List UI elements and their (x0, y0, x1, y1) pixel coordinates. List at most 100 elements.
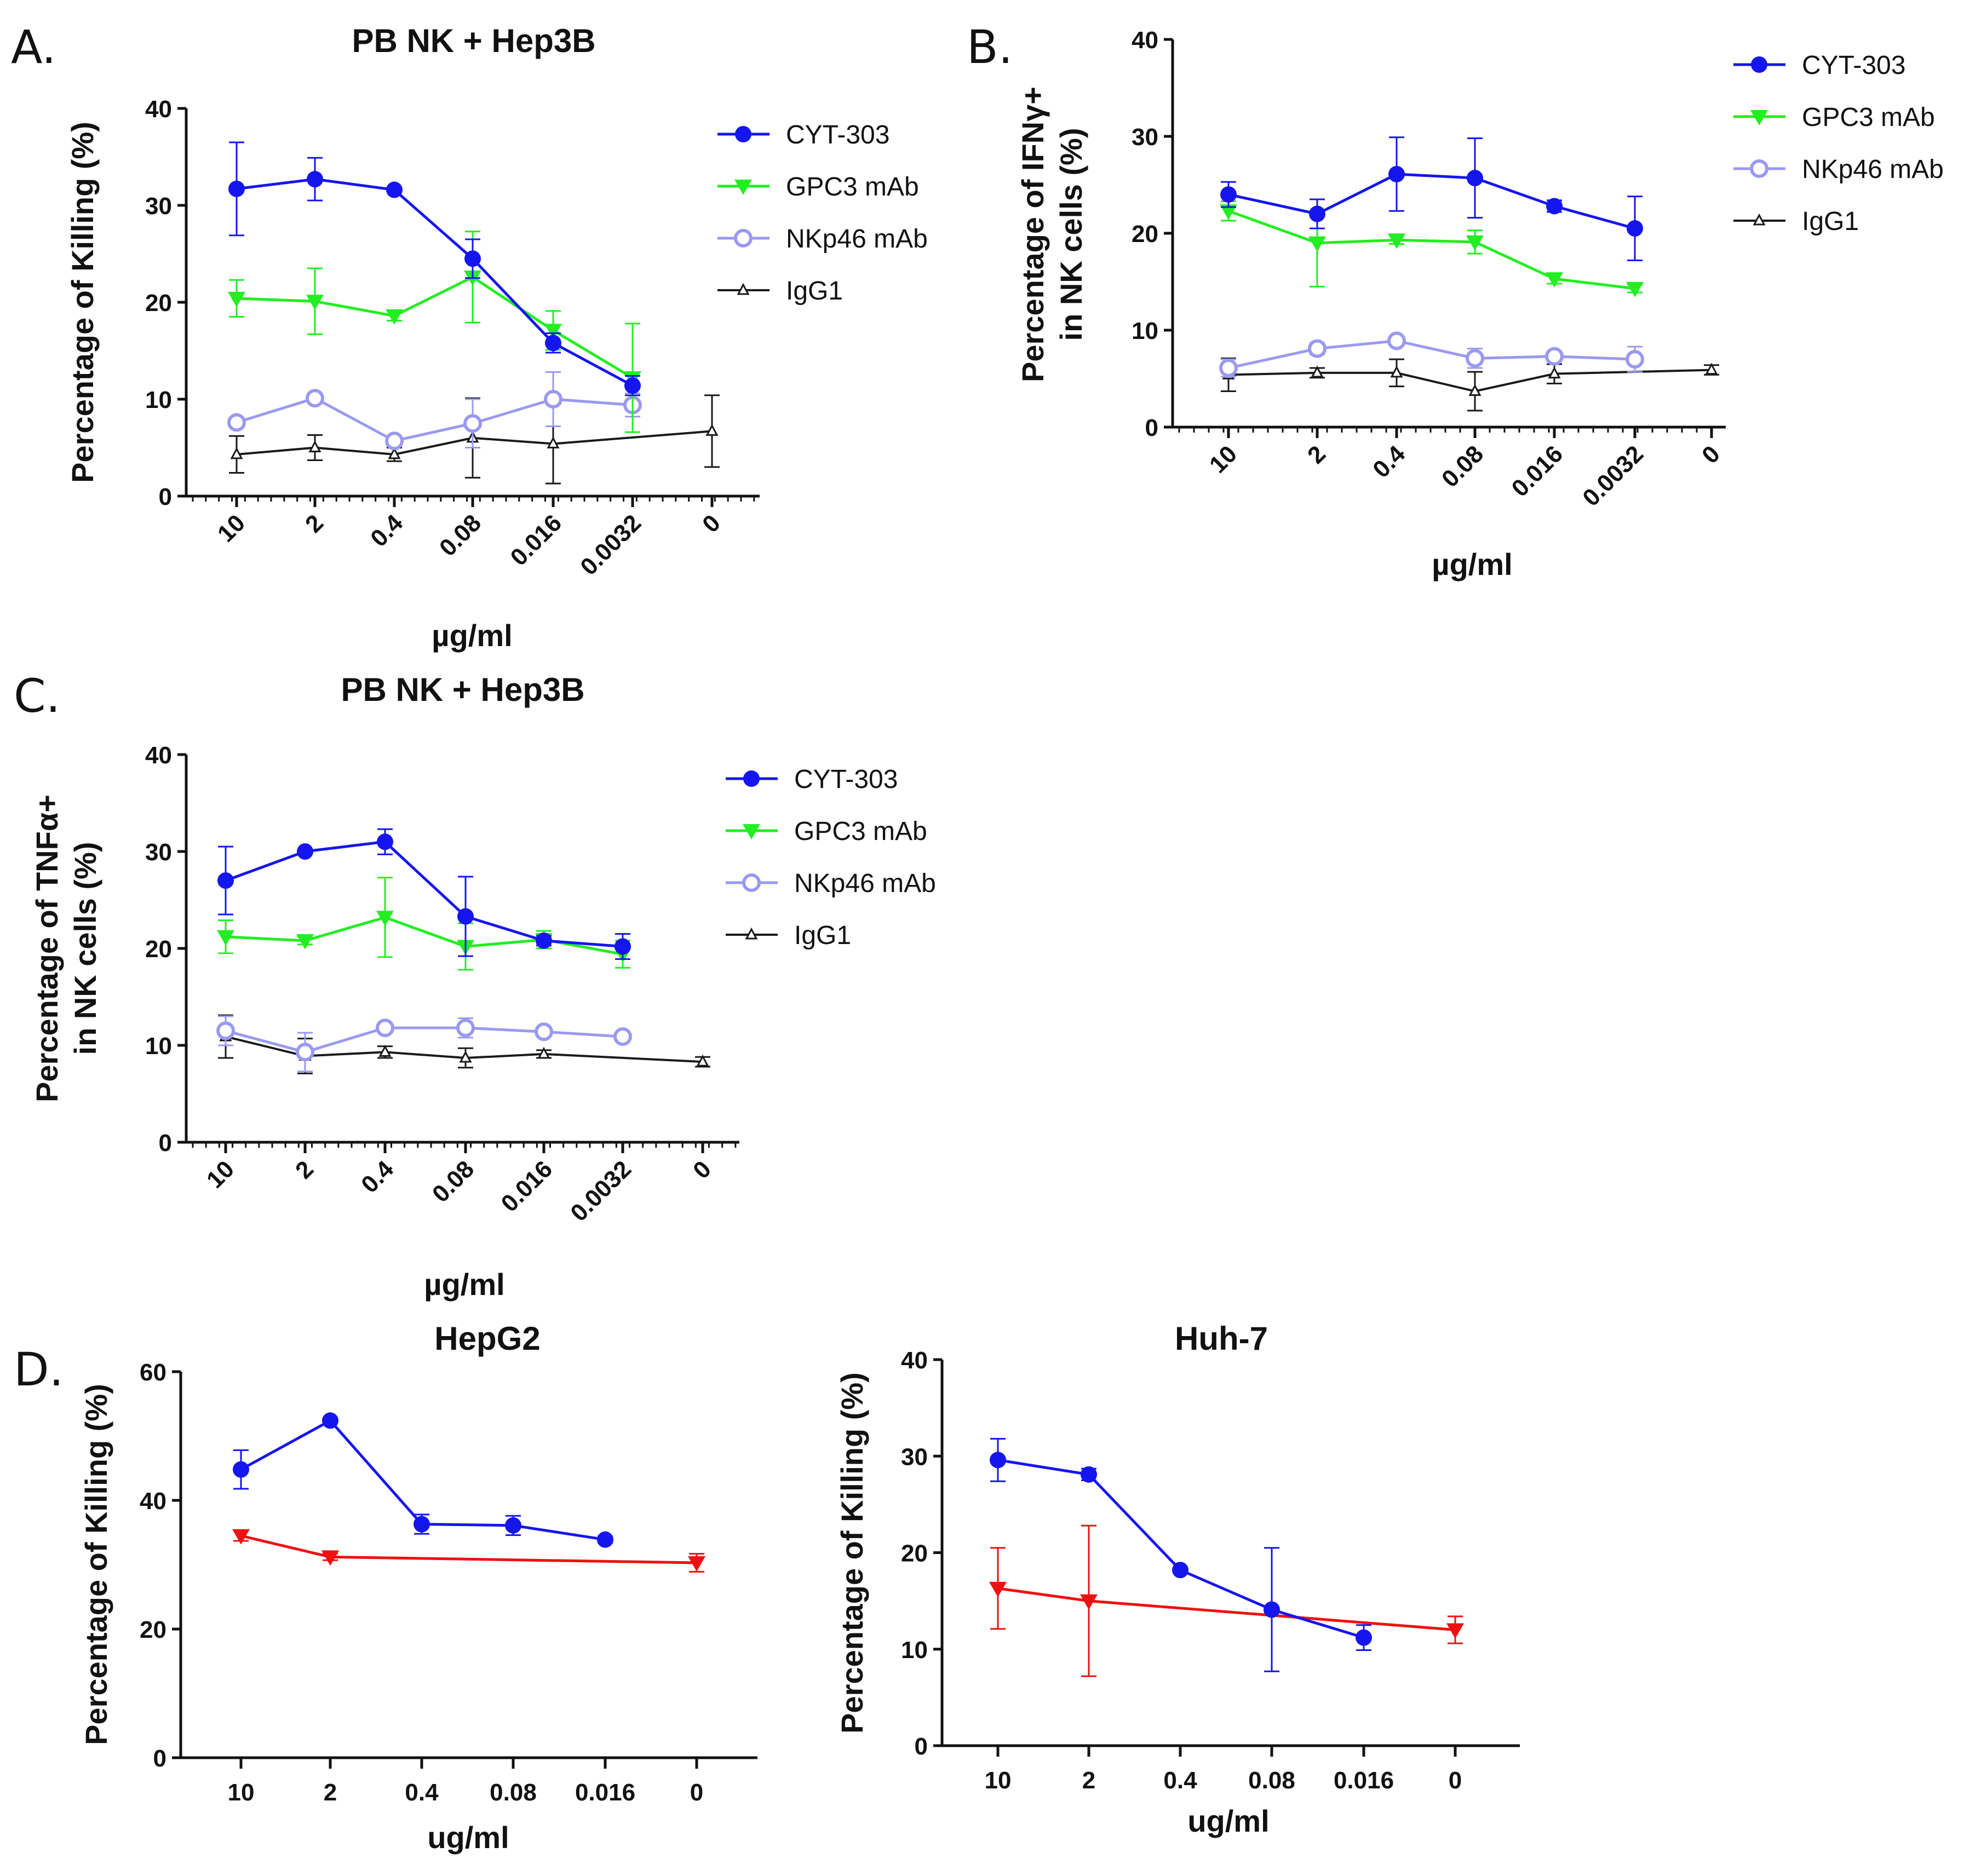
data-point-blue-series (1172, 1562, 1188, 1579)
y-tick-label: 0 (159, 484, 172, 510)
legend-marker (735, 126, 751, 142)
data-point-cyt-303 (217, 872, 234, 889)
data-point-igg1 (537, 1046, 550, 1059)
data-point-igg1 (459, 1050, 472, 1063)
series-nkp46-mab (216, 1015, 632, 1073)
legend-item-igg1: IgG1 (717, 277, 843, 306)
legend-marker (1750, 110, 1768, 125)
data-point-gpc3-mab (1626, 281, 1644, 297)
legend-marker (743, 770, 760, 787)
y-axis-label-line: in NK cells (%) (68, 842, 102, 1055)
x-tick-label: 2 (324, 1779, 337, 1806)
legend-label: IgG1 (786, 277, 843, 306)
data-point-cyt-303 (1220, 186, 1237, 203)
series-line-igg1 (1228, 369, 1712, 393)
data-point-igg1 (547, 436, 560, 448)
data-point-red-series (688, 1556, 705, 1572)
legend-item-cyt-303: CYT-303 (726, 765, 898, 794)
series-igg1 (229, 394, 720, 485)
data-point-nkp46-mab (1219, 359, 1238, 378)
y-tick-label: 20 (145, 936, 172, 963)
series-cyt-303 (1220, 136, 1643, 262)
data-point-nkp46-mab (306, 389, 324, 408)
x-tick-label: 10 (985, 1767, 1012, 1794)
data-point-nkp46-mab (613, 1027, 632, 1046)
data-point-nkp46-mab (1466, 349, 1484, 368)
data-point-igg1 (696, 1054, 709, 1067)
legend-item-nkp46-mab: NKp46 mAb (726, 869, 936, 898)
legend-label: CYT-303 (786, 120, 889, 149)
series-cyt-303 (228, 141, 641, 396)
data-point-cyt-303 (615, 938, 631, 955)
series-nkp46-mab (1219, 331, 1644, 378)
legend-marker (734, 229, 753, 248)
legend-label: GPC3 mAb (794, 817, 927, 846)
series-red-series (989, 1524, 1464, 1677)
data-point-igg1 (1548, 366, 1561, 379)
data-point-cyt-303 (1627, 220, 1643, 237)
data-point-cyt-303 (1388, 166, 1405, 183)
y-tick-label: 30 (145, 839, 172, 866)
y-tick-label: 20 (901, 1540, 928, 1567)
y-tick-label: 40 (901, 1347, 928, 1374)
legend-item-gpc3-mab: GPC3 mAb (717, 172, 919, 202)
x-axis-label: ug/ml (1187, 1804, 1269, 1838)
data-point-gpc3-mab (1308, 236, 1326, 252)
x-tick-label: 0 (690, 1779, 703, 1806)
data-point-cyt-303 (1309, 205, 1325, 222)
y-axis-label-line: Percentage of IFNγ+ (1015, 87, 1050, 382)
legend-label: IgG1 (1802, 207, 1859, 236)
data-point-igg1 (1311, 365, 1324, 378)
series-line-nkp46-mab (1228, 339, 1635, 370)
x-tick-label: 0.016 (1334, 1767, 1394, 1794)
y-axis-label-line: Percentage of TNFα+ (30, 795, 64, 1102)
data-point-gpc3-mab (376, 911, 394, 927)
x-tick-label: 10 (228, 1779, 255, 1806)
data-point-cyt-303 (624, 377, 641, 394)
legend-item-cyt-303: CYT-303 (717, 120, 889, 149)
x-axis-label: µg/ml (1432, 547, 1512, 582)
data-point-cyt-303 (464, 250, 481, 267)
data-point-igg1 (705, 424, 719, 436)
data-point-gpc3-mab (228, 291, 245, 307)
legend-label: NKp46 mAb (1802, 155, 1944, 184)
series-red-series (232, 1529, 705, 1573)
legend-label: IgG1 (794, 921, 851, 950)
y-axis-label: Percentage of IFNγ+ in NK cells (%) (1015, 87, 1088, 382)
data-point-cyt-303 (1467, 170, 1483, 187)
data-point-cyt-303 (536, 932, 552, 949)
x-axis-label: µg/ml (424, 1267, 504, 1302)
x-axis-label: ug/ml (427, 1820, 509, 1855)
data-point-blue-series (233, 1461, 249, 1478)
legend-item-igg1: IgG1 (726, 921, 851, 950)
data-point-gpc3-mab (544, 324, 562, 339)
data-point-igg1 (1705, 362, 1718, 375)
data-point-blue-series (1081, 1466, 1097, 1483)
data-point-nkp46-mab (535, 1022, 553, 1041)
x-tick-label: 0.4 (405, 1779, 439, 1806)
data-point-blue-series (1356, 1629, 1372, 1646)
legend-marker (1753, 213, 1766, 226)
y-tick-label: 20 (145, 290, 172, 316)
panel-label-a: A. (11, 20, 56, 74)
y-tick-label: 40 (145, 742, 172, 769)
legend-label: GPC3 mAb (1802, 103, 1935, 132)
data-point-blue-series (505, 1517, 521, 1534)
data-point-nkp46-mab (1387, 331, 1406, 350)
legend-label: GPC3 mAb (786, 172, 919, 202)
data-point-nkp46-mab (227, 413, 246, 432)
panel-label-b: B. (967, 20, 1013, 74)
data-point-gpc3-mab (217, 930, 234, 946)
y-axis-label-line: in NK cells (%) (1054, 128, 1088, 341)
legend-item-nkp46-mab: NKp46 mAb (717, 225, 928, 254)
data-point-red-series (989, 1581, 1007, 1597)
x-axis-label: µg/ml (432, 618, 512, 653)
series-blue-series (990, 1438, 1372, 1672)
data-point-nkp46-mab (385, 431, 404, 451)
y-tick-label: 10 (1132, 318, 1158, 344)
series-line-igg1 (236, 430, 713, 456)
data-point-cyt-303 (1546, 198, 1563, 215)
series-line-nkp46-mab (225, 1026, 623, 1054)
